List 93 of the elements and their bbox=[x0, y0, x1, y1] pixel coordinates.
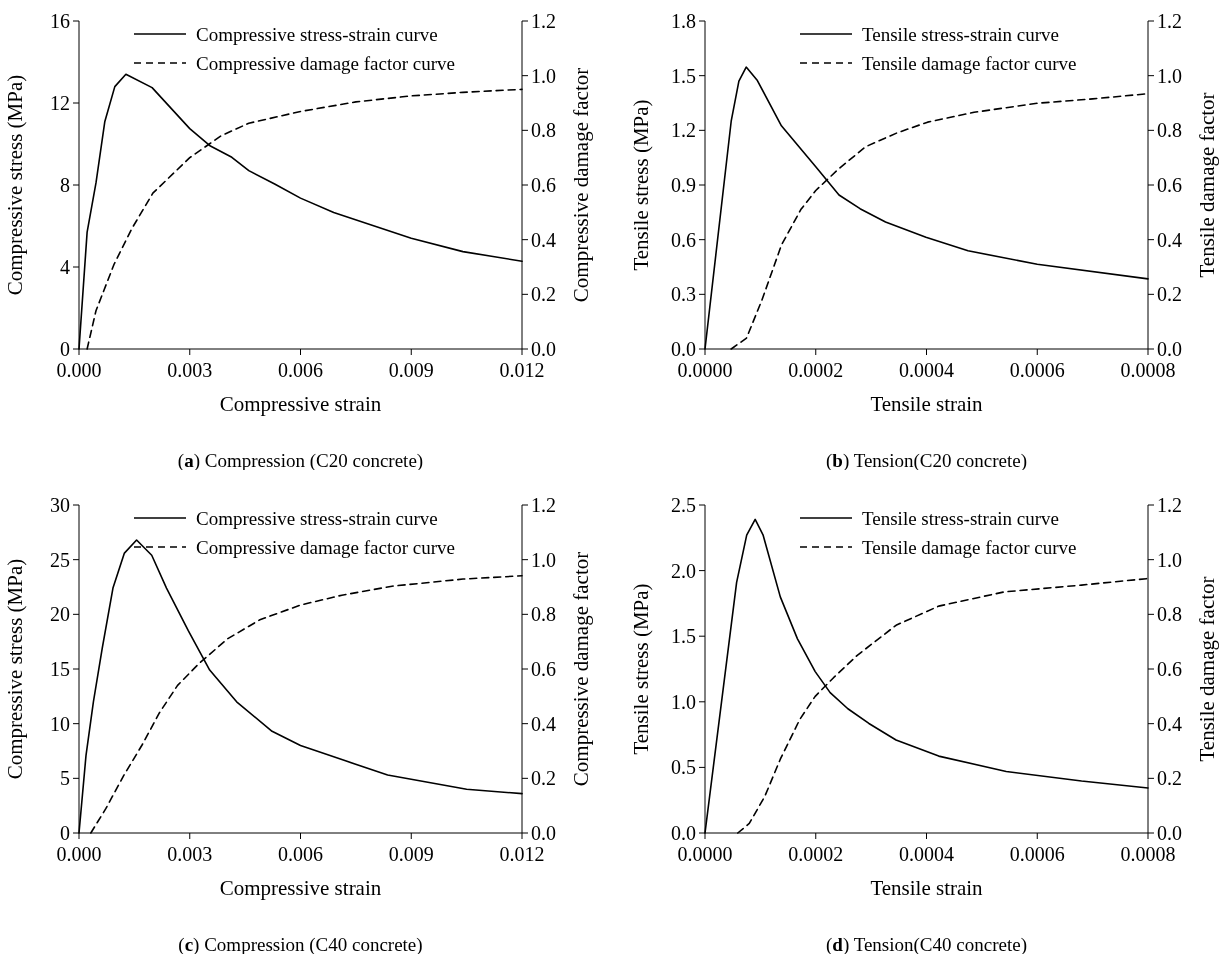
y2-tick-label: 0.2 bbox=[531, 283, 556, 306]
y2-tick-label: 0.4 bbox=[531, 712, 556, 735]
x-tick-label: 0.003 bbox=[167, 359, 213, 381]
y-tick-label: 16 bbox=[50, 10, 70, 32]
y2-tick-label: 0.2 bbox=[531, 767, 556, 790]
y-tick-label: 2.0 bbox=[671, 559, 696, 582]
legend-label: Compressive damage factor curve bbox=[196, 536, 456, 558]
y-axis-title: Tensile stress (MPa) bbox=[629, 99, 653, 271]
y-tick-label: 20 bbox=[50, 603, 70, 626]
y2-axis-title: Tensile damage factor bbox=[1195, 576, 1219, 762]
y-tick-label: 0 bbox=[60, 822, 70, 844]
y-axis-title: Compressive stress (MPa) bbox=[3, 558, 27, 780]
x-tick-label: 0.0008 bbox=[1120, 359, 1176, 381]
y2-tick-label: 0.4 bbox=[531, 228, 556, 251]
y2-tick-label: 0.0 bbox=[531, 338, 556, 360]
y-tick-label: 2.5 bbox=[671, 494, 696, 516]
x-axis-title: Compressive strain bbox=[219, 392, 382, 416]
x-tick-label: 0.006 bbox=[278, 843, 323, 865]
y2-tick-label: 0.6 bbox=[531, 658, 556, 680]
y-tick-label: 4 bbox=[60, 256, 70, 278]
y2-axis-title: Compressive damage factor bbox=[569, 551, 593, 787]
legend-label: Tensile damage factor curve bbox=[862, 536, 1077, 558]
y2-tick-label: 0.8 bbox=[1157, 603, 1182, 626]
y-tick-label: 0.6 bbox=[671, 228, 696, 251]
y2-tick-label: 1.0 bbox=[531, 548, 556, 571]
y-tick-label: 0.0 bbox=[671, 338, 696, 360]
y-tick-label: 0.5 bbox=[671, 756, 696, 779]
x-tick-label: 0.006 bbox=[278, 359, 323, 381]
y-tick-label: 1.2 bbox=[671, 119, 696, 142]
x-tick-label: 0.012 bbox=[499, 843, 545, 865]
x-axis-title: Compressive strain bbox=[219, 876, 382, 900]
y-tick-label: 0.3 bbox=[671, 283, 696, 306]
y2-tick-label: 1.0 bbox=[1157, 64, 1182, 87]
legend-label: Tensile stress-strain curve bbox=[862, 23, 1060, 45]
y2-tick-label: 0.6 bbox=[1157, 174, 1182, 196]
x-tick-label: 0.0008 bbox=[1120, 843, 1176, 865]
y-tick-label: 1.8 bbox=[671, 10, 696, 32]
legend-label: Tensile stress-strain curve bbox=[862, 507, 1060, 529]
y-tick-label: 10 bbox=[50, 712, 70, 735]
y2-tick-label: 0.4 bbox=[1157, 228, 1182, 251]
y2-axis-title: Compressive damage factor bbox=[569, 67, 593, 303]
x-tick-label: 0.003 bbox=[167, 843, 213, 865]
y-tick-label: 5 bbox=[60, 767, 70, 790]
y2-tick-label: 1.0 bbox=[531, 64, 556, 87]
y2-tick-label: 0.0 bbox=[531, 822, 556, 844]
x-tick-label: 0.000 bbox=[56, 359, 102, 381]
x-tick-label: 0.012 bbox=[499, 359, 545, 381]
y-tick-label: 8 bbox=[60, 174, 70, 196]
y-tick-label: 0 bbox=[60, 338, 70, 360]
x-tick-label: 0.000 bbox=[56, 843, 102, 865]
y2-tick-label: 1.2 bbox=[531, 494, 556, 516]
x-tick-label: 0.0004 bbox=[899, 359, 954, 381]
y2-tick-label: 0.8 bbox=[1157, 119, 1182, 142]
x-tick-label: 0.009 bbox=[388, 359, 434, 381]
x-axis-title: Tensile strain bbox=[870, 392, 984, 416]
y2-tick-label: 0.0 bbox=[1157, 338, 1182, 360]
y-axis-title: Compressive stress (MPa) bbox=[3, 74, 27, 296]
x-tick-label: 0.0006 bbox=[1009, 843, 1065, 865]
x-tick-label: 0.0004 bbox=[899, 843, 954, 865]
y-tick-label: 1.5 bbox=[671, 64, 696, 87]
y2-tick-label: 1.0 bbox=[1157, 548, 1182, 571]
y2-tick-label: 0.8 bbox=[531, 119, 556, 142]
y2-tick-label: 0.8 bbox=[531, 603, 556, 626]
x-tick-label: 0.0000 bbox=[677, 359, 733, 381]
legend-label: Compressive damage factor curve bbox=[196, 52, 456, 74]
x-tick-label: 0.0006 bbox=[1009, 359, 1065, 381]
y-tick-label: 0.0 bbox=[671, 822, 696, 844]
x-tick-label: 0.0002 bbox=[788, 359, 844, 381]
x-tick-label: 0.0002 bbox=[788, 843, 844, 865]
y-tick-label: 1.0 bbox=[671, 690, 696, 713]
y2-tick-label: 0.2 bbox=[1157, 283, 1182, 306]
legend-label: Compressive stress-strain curve bbox=[196, 23, 438, 45]
y-tick-label: 0.9 bbox=[671, 174, 696, 196]
y2-tick-label: 1.2 bbox=[1157, 10, 1182, 32]
y2-tick-label: 1.2 bbox=[531, 10, 556, 32]
y2-tick-label: 0.6 bbox=[1157, 658, 1182, 680]
y-tick-label: 1.5 bbox=[671, 625, 696, 648]
y2-tick-label: 0.6 bbox=[531, 174, 556, 196]
y2-tick-label: 0.0 bbox=[1157, 822, 1182, 844]
legend-label: Compressive stress-strain curve bbox=[196, 507, 438, 529]
x-axis-title: Tensile strain bbox=[870, 876, 984, 900]
x-tick-label: 0.0000 bbox=[677, 843, 733, 865]
y2-tick-label: 1.2 bbox=[1157, 494, 1182, 516]
y2-axis-title: Tensile damage factor bbox=[1195, 92, 1219, 278]
y2-tick-label: 0.4 bbox=[1157, 712, 1182, 735]
y-tick-label: 12 bbox=[50, 92, 70, 114]
y-tick-label: 25 bbox=[50, 548, 70, 571]
y-tick-label: 15 bbox=[50, 658, 70, 680]
y2-tick-label: 0.2 bbox=[1157, 767, 1182, 790]
x-tick-label: 0.009 bbox=[388, 843, 434, 865]
y-axis-title: Tensile stress (MPa) bbox=[629, 583, 653, 755]
y-tick-label: 30 bbox=[50, 494, 70, 516]
legend-label: Tensile damage factor curve bbox=[862, 52, 1077, 74]
